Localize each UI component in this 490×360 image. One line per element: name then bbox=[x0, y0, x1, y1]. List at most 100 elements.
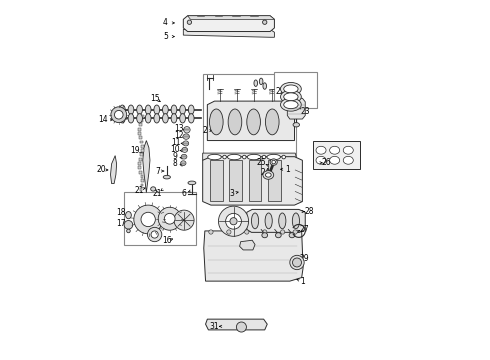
Circle shape bbox=[134, 205, 163, 234]
Polygon shape bbox=[207, 101, 294, 140]
Ellipse shape bbox=[272, 160, 275, 164]
Text: 11: 11 bbox=[172, 138, 181, 147]
Ellipse shape bbox=[163, 114, 168, 123]
Bar bbox=[139, 136, 142, 139]
Polygon shape bbox=[183, 16, 274, 32]
Text: 20: 20 bbox=[96, 166, 106, 175]
Ellipse shape bbox=[247, 154, 261, 160]
Ellipse shape bbox=[154, 114, 160, 123]
Text: 15: 15 bbox=[150, 94, 159, 103]
Circle shape bbox=[158, 207, 181, 230]
Ellipse shape bbox=[284, 93, 298, 101]
Ellipse shape bbox=[227, 154, 241, 160]
Ellipse shape bbox=[293, 213, 299, 229]
Circle shape bbox=[263, 20, 267, 24]
Ellipse shape bbox=[280, 90, 301, 103]
Ellipse shape bbox=[263, 83, 267, 89]
Ellipse shape bbox=[251, 213, 259, 229]
Bar bbox=[124, 192, 196, 245]
Bar bbox=[139, 166, 141, 169]
Polygon shape bbox=[247, 210, 305, 232]
Ellipse shape bbox=[184, 127, 190, 133]
Bar bbox=[138, 132, 141, 135]
Ellipse shape bbox=[293, 258, 301, 267]
Text: 7: 7 bbox=[156, 167, 161, 176]
Ellipse shape bbox=[259, 78, 263, 85]
Ellipse shape bbox=[262, 155, 266, 159]
Ellipse shape bbox=[151, 187, 156, 191]
Ellipse shape bbox=[125, 212, 131, 219]
Text: 30: 30 bbox=[223, 217, 233, 226]
Bar bbox=[141, 175, 144, 178]
Ellipse shape bbox=[343, 156, 353, 164]
Ellipse shape bbox=[247, 109, 260, 135]
Text: 18: 18 bbox=[117, 208, 126, 217]
Text: 16: 16 bbox=[162, 237, 171, 246]
Ellipse shape bbox=[146, 114, 151, 123]
Text: 13: 13 bbox=[174, 123, 183, 132]
Ellipse shape bbox=[154, 105, 160, 114]
Circle shape bbox=[245, 230, 249, 234]
Ellipse shape bbox=[289, 233, 295, 238]
Text: 22: 22 bbox=[275, 86, 285, 95]
Bar bbox=[203, 74, 296, 160]
Ellipse shape bbox=[137, 114, 143, 123]
Ellipse shape bbox=[284, 101, 298, 109]
Ellipse shape bbox=[126, 229, 130, 233]
Text: 9: 9 bbox=[172, 152, 177, 161]
Bar bbox=[141, 184, 144, 186]
Circle shape bbox=[187, 20, 192, 24]
Bar bbox=[141, 140, 143, 143]
Ellipse shape bbox=[120, 114, 125, 123]
Bar bbox=[139, 123, 142, 126]
Bar bbox=[138, 162, 141, 165]
Text: 3: 3 bbox=[229, 189, 234, 198]
Circle shape bbox=[147, 227, 162, 242]
Ellipse shape bbox=[266, 173, 271, 177]
Polygon shape bbox=[183, 30, 274, 37]
Ellipse shape bbox=[293, 123, 299, 127]
Text: 12: 12 bbox=[174, 131, 183, 140]
Text: 1: 1 bbox=[285, 165, 290, 174]
Polygon shape bbox=[203, 153, 296, 160]
Circle shape bbox=[236, 322, 246, 332]
Ellipse shape bbox=[188, 181, 196, 185]
Ellipse shape bbox=[282, 155, 286, 159]
Ellipse shape bbox=[316, 146, 326, 154]
Circle shape bbox=[293, 230, 297, 234]
Text: 14: 14 bbox=[98, 115, 108, 124]
Ellipse shape bbox=[223, 155, 226, 159]
Text: 29: 29 bbox=[299, 254, 309, 263]
Ellipse shape bbox=[163, 105, 168, 114]
Ellipse shape bbox=[137, 105, 143, 114]
Ellipse shape bbox=[330, 146, 340, 154]
Text: 26: 26 bbox=[322, 158, 332, 167]
Text: 8: 8 bbox=[172, 159, 177, 168]
Polygon shape bbox=[240, 240, 255, 250]
Circle shape bbox=[115, 111, 123, 119]
Ellipse shape bbox=[171, 105, 177, 114]
Bar bbox=[274, 72, 318, 108]
Bar bbox=[139, 158, 142, 161]
Text: 10: 10 bbox=[170, 145, 180, 154]
Circle shape bbox=[280, 230, 285, 234]
Ellipse shape bbox=[316, 156, 326, 164]
Ellipse shape bbox=[188, 105, 194, 114]
Text: 5: 5 bbox=[163, 32, 168, 41]
Circle shape bbox=[209, 230, 213, 234]
Bar bbox=[140, 153, 143, 156]
Text: 21: 21 bbox=[152, 189, 162, 198]
Ellipse shape bbox=[284, 85, 298, 93]
Polygon shape bbox=[203, 157, 302, 205]
Ellipse shape bbox=[267, 154, 280, 160]
Bar bbox=[140, 188, 143, 191]
Ellipse shape bbox=[228, 109, 242, 135]
Circle shape bbox=[219, 206, 248, 236]
Text: 21: 21 bbox=[134, 185, 144, 194]
Ellipse shape bbox=[180, 105, 186, 114]
Polygon shape bbox=[205, 319, 267, 330]
Ellipse shape bbox=[171, 114, 177, 123]
Bar bbox=[268, 159, 281, 201]
Polygon shape bbox=[143, 140, 150, 193]
Text: 1: 1 bbox=[300, 276, 305, 285]
